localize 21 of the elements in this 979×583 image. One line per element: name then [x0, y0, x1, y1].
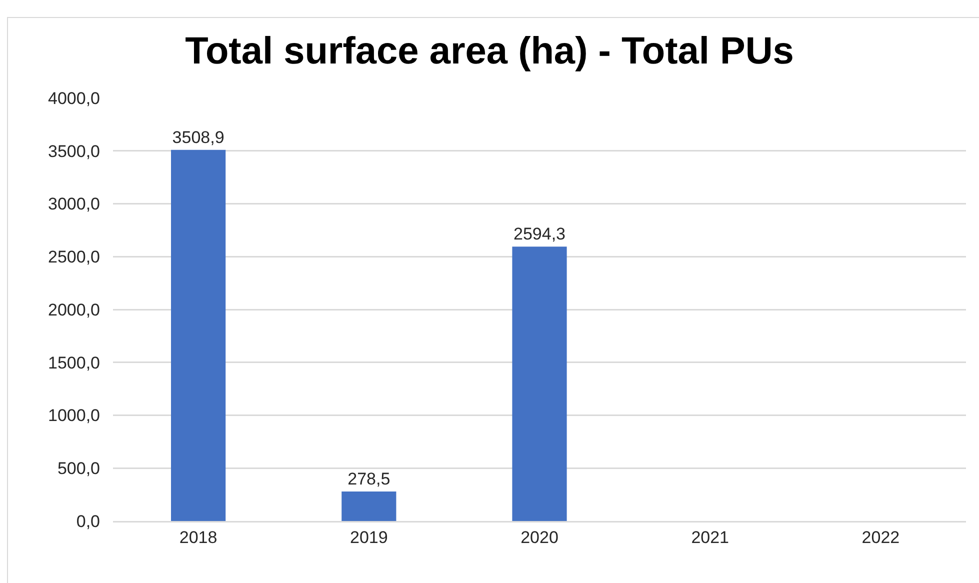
- y-tick-label: 2500,0: [48, 248, 100, 267]
- data-label: 278,5: [348, 470, 390, 489]
- y-tick-label: 1500,0: [48, 353, 100, 372]
- bar: [342, 492, 396, 521]
- x-tick-label: 2019: [350, 528, 388, 547]
- y-tick-label: 2000,0: [48, 300, 100, 320]
- data-label: 2594,3: [514, 224, 566, 244]
- y-tick-label: 4000,0: [48, 88, 100, 108]
- x-tick-label: 2020: [520, 528, 558, 547]
- bar: [171, 150, 226, 521]
- data-label: 3508,9: [172, 128, 224, 147]
- x-tick-label: 2021: [691, 528, 730, 547]
- y-tick-label: 0,0: [76, 512, 100, 531]
- y-tick-label: 3000,0: [48, 194, 100, 214]
- x-tick-label: 2022: [862, 528, 900, 547]
- chart-title: Total surface area (ha) - Total PUs: [185, 30, 794, 72]
- y-tick-label: 1000,0: [48, 406, 100, 426]
- y-tick-label: 500,0: [57, 459, 100, 478]
- x-tick-label: 2018: [179, 528, 218, 547]
- bar: [512, 246, 567, 521]
- y-tick-label: 3500,0: [48, 142, 100, 161]
